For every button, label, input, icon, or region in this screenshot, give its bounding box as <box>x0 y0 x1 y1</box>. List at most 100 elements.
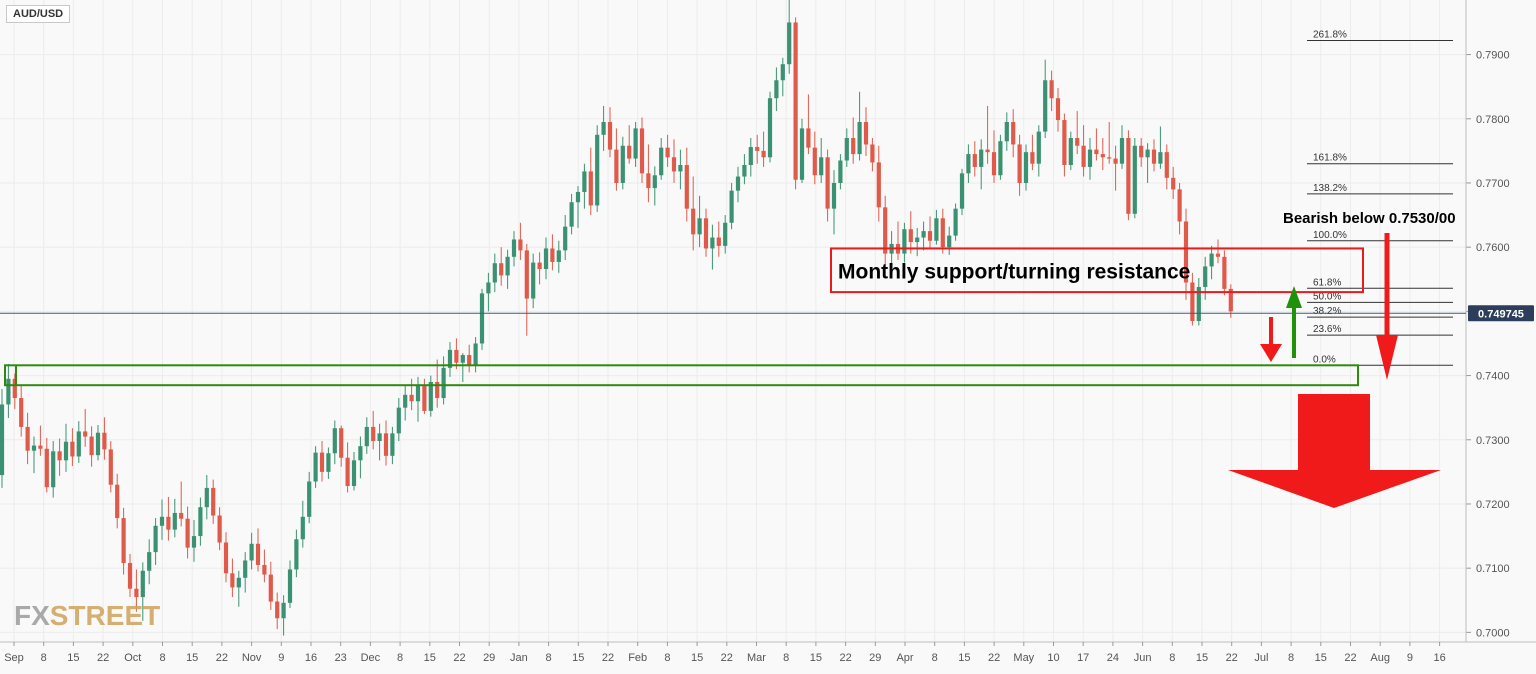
candle-body <box>575 191 581 203</box>
candle-body <box>825 157 830 209</box>
candle-body <box>1145 149 1150 158</box>
candle-body <box>518 239 523 251</box>
candle-body <box>607 121 613 150</box>
candle-body <box>159 516 165 526</box>
fib-level-label: 23.6% <box>1313 324 1341 335</box>
candle-body <box>153 525 158 553</box>
candle-body <box>780 64 785 81</box>
candle-body <box>620 145 625 183</box>
candle-body <box>44 448 49 488</box>
candle-body <box>1215 253 1221 257</box>
candle-body <box>1196 286 1201 321</box>
candle-body <box>646 173 651 189</box>
candle-body <box>31 445 37 451</box>
candle-body <box>223 542 229 574</box>
candle-body <box>627 145 632 159</box>
candle-body <box>1222 256 1227 289</box>
x-tick-label: 15 <box>67 652 79 664</box>
big-red-down-arrow <box>1228 394 1441 508</box>
candle-body <box>1075 138 1080 146</box>
candle-body <box>1036 131 1041 164</box>
candle-body <box>326 453 331 472</box>
candle-body <box>236 577 241 588</box>
y-tick-label: 0.7700 <box>1476 178 1510 190</box>
x-tick-label: 22 <box>839 652 851 664</box>
candle-body <box>1087 149 1093 167</box>
candle-body <box>934 218 939 241</box>
x-tick-label: 8 <box>397 652 403 664</box>
candle-body <box>441 367 446 399</box>
candle-body <box>70 441 75 457</box>
candle-body <box>1100 154 1105 158</box>
x-tick-label: 15 <box>1315 652 1327 664</box>
watermark-street: STREET <box>49 600 161 631</box>
x-tick-label: 22 <box>1226 652 1238 664</box>
candle-body <box>179 512 184 519</box>
small-red-down-arrow <box>1260 317 1282 362</box>
candle-body <box>1107 157 1112 159</box>
candle-body <box>230 573 235 588</box>
x-tick-label: Jun <box>1134 652 1152 664</box>
candle-body <box>940 218 945 248</box>
x-tick-label: 15 <box>186 652 198 664</box>
candle-body <box>95 432 101 456</box>
x-tick-label: 22 <box>453 652 465 664</box>
candle-body <box>1030 152 1035 164</box>
candle-body <box>486 282 491 294</box>
candle-body <box>351 460 357 486</box>
x-tick-label: Dec <box>361 652 381 664</box>
fib-level-label: 61.8% <box>1313 277 1341 288</box>
candle-body <box>172 512 177 530</box>
symbol-badge[interactable]: AUD/USD <box>6 5 71 23</box>
candle-body <box>428 381 433 411</box>
candle-body <box>614 149 619 183</box>
candle-body <box>998 141 1003 176</box>
candle-body <box>313 452 318 482</box>
candle-body <box>806 128 811 148</box>
green-up-arrow <box>1286 286 1302 358</box>
candle-body <box>774 80 779 99</box>
candle-body <box>1164 152 1169 178</box>
candle-body <box>1062 120 1067 165</box>
candle-body <box>876 162 881 208</box>
candle-body <box>1017 144 1022 183</box>
candle-body <box>671 157 677 172</box>
x-tick-label: 23 <box>335 652 347 664</box>
candle-body <box>332 428 337 454</box>
candle-body <box>1049 80 1054 99</box>
x-tick-label: 15 <box>810 652 822 664</box>
x-tick-label: Jan <box>510 652 528 664</box>
candle-body <box>19 398 24 427</box>
candle-body <box>1004 121 1009 142</box>
current-price-tag <box>1468 305 1534 322</box>
fib-level-label: 161.8% <box>1313 153 1347 164</box>
candle-body <box>556 250 561 262</box>
x-tick-label: Mar <box>747 652 766 664</box>
candle-body <box>300 516 305 540</box>
y-tick-label: 0.7300 <box>1476 435 1510 447</box>
candle-body <box>1043 80 1048 132</box>
candle-body <box>697 218 702 235</box>
candle-body <box>761 150 766 158</box>
candle-body <box>473 343 478 366</box>
candle-body <box>115 484 120 519</box>
candle-body <box>166 516 171 530</box>
fib-level-label: 261.8% <box>1313 29 1347 40</box>
candle-body <box>57 451 62 461</box>
x-tick-label: 8 <box>1169 652 1175 664</box>
candle-body <box>460 355 465 363</box>
x-tick-label: 22 <box>988 652 1000 664</box>
candle-body <box>294 539 299 570</box>
x-tick-label: 15 <box>691 652 703 664</box>
candle-body <box>217 515 222 543</box>
x-tick-label: 15 <box>958 652 970 664</box>
candle-body <box>819 157 824 176</box>
candle-body <box>390 433 395 456</box>
x-tick-label: 16 <box>1433 652 1445 664</box>
candle-body <box>703 218 709 249</box>
x-tick-label: 15 <box>424 652 436 664</box>
candle-body <box>921 231 926 238</box>
x-tick-label: 29 <box>483 652 495 664</box>
